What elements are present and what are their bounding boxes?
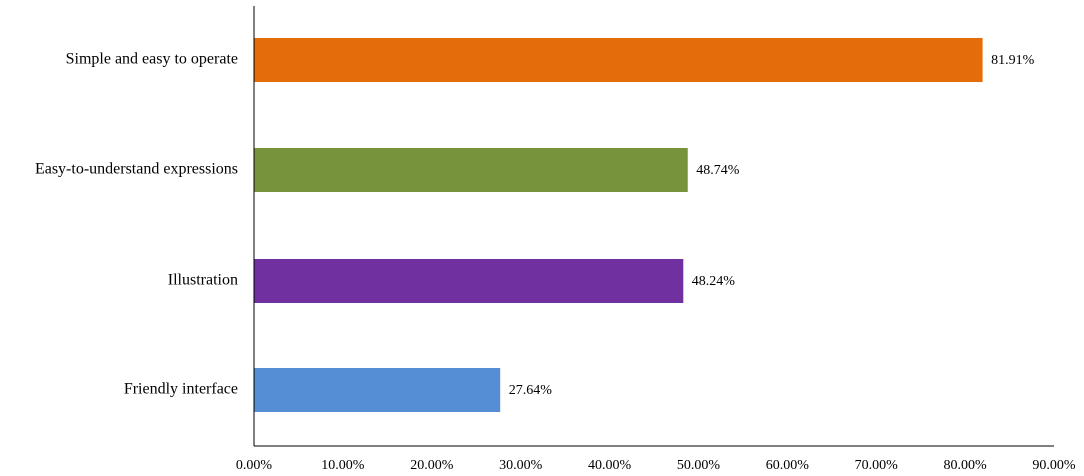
bar-simple-and-easy-to-operate bbox=[253, 38, 983, 82]
category-label: Simple and easy to operate bbox=[66, 51, 238, 68]
value-label: 81.91% bbox=[991, 53, 1035, 68]
bar-friendly-interface bbox=[253, 368, 501, 412]
category-labels: Simple and easy to operate Easy-to-unders… bbox=[35, 51, 238, 398]
x-tick-label: 0.00% bbox=[236, 458, 273, 473]
category-label: Illustration bbox=[168, 272, 238, 289]
x-tick-labels: 0.00% 10.00% 20.00% 30.00% 40.00% 50.00% 60.00… bbox=[236, 458, 1076, 473]
x-tick-label: 80.00% bbox=[944, 458, 988, 473]
axes bbox=[253, 6, 1054, 447]
x-tick-label: 30.00% bbox=[499, 458, 543, 473]
x-tick-label: 60.00% bbox=[766, 458, 810, 473]
x-tick-label: 50.00% bbox=[677, 458, 721, 473]
value-label: 48.74% bbox=[696, 163, 740, 178]
x-tick-label: 20.00% bbox=[410, 458, 454, 473]
category-label: Friendly interface bbox=[124, 381, 238, 398]
value-label: 27.64% bbox=[509, 383, 553, 398]
category-label: Easy-to-understand expressions bbox=[35, 161, 238, 178]
bar-easy-to-understand-expressions bbox=[253, 148, 688, 192]
x-tick-label: 70.00% bbox=[855, 458, 899, 473]
value-label: 48.24% bbox=[692, 274, 736, 289]
bars-group bbox=[253, 38, 983, 412]
bar-illustration bbox=[253, 259, 684, 303]
x-tick-label: 90.00% bbox=[1032, 458, 1076, 473]
x-tick-label: 40.00% bbox=[588, 458, 632, 473]
value-labels: 81.91% 48.74% 48.24% 27.64% bbox=[509, 53, 1035, 398]
x-tick-label: 10.00% bbox=[321, 458, 365, 473]
